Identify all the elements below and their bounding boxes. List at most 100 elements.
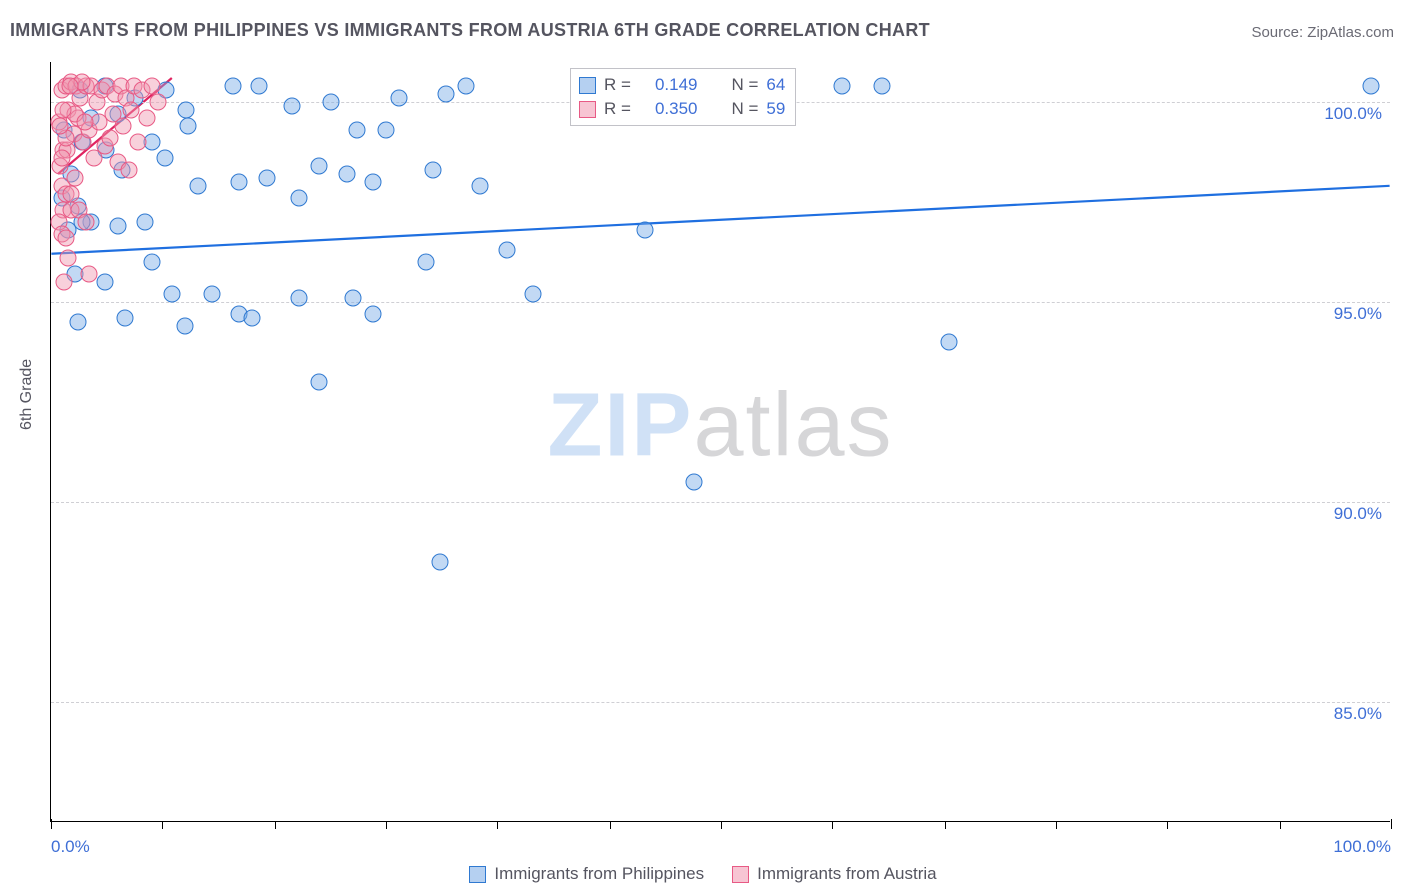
scatter-point <box>56 274 73 291</box>
scatter-point <box>63 186 80 203</box>
scatter-point <box>156 150 173 167</box>
x-tick <box>1167 821 1168 829</box>
scatter-point <box>150 94 167 111</box>
scatter-point <box>391 90 408 107</box>
scatter-point <box>143 254 160 271</box>
scatter-point <box>636 222 653 239</box>
scatter-point <box>179 118 196 135</box>
scatter-point <box>177 318 194 335</box>
x-tick <box>275 821 276 829</box>
gridline <box>51 502 1390 503</box>
scatter-point <box>431 554 448 571</box>
stats-legend: R =0.149N =64R =0.350N =59 <box>570 68 796 126</box>
scatter-point <box>686 474 703 491</box>
scatter-point <box>76 114 93 131</box>
scatter-point <box>163 286 180 303</box>
scatter-point <box>458 78 475 95</box>
scatter-point <box>284 98 301 115</box>
legend-row: R = 0.350 N = 59 <box>579 97 785 121</box>
y-tick-label: 90.0% <box>1334 504 1382 524</box>
scatter-point <box>244 310 261 327</box>
legend-r-label: R = <box>604 99 631 119</box>
scatter-point <box>69 314 86 331</box>
x-tick <box>610 821 611 829</box>
scatter-point <box>344 290 361 307</box>
x-tick <box>832 821 833 829</box>
scatter-point <box>115 118 132 135</box>
scatter-point <box>525 286 542 303</box>
scatter-point <box>52 118 69 135</box>
scatter-point <box>290 290 307 307</box>
x-tick-label: 100.0% <box>1333 837 1391 857</box>
scatter-point <box>77 214 94 231</box>
scatter-point <box>833 78 850 95</box>
legend-n-value: 59 <box>766 99 785 119</box>
scatter-point <box>53 150 70 167</box>
scatter-point <box>418 254 435 271</box>
y-tick-label: 95.0% <box>1334 304 1382 324</box>
legend-r-label: R = <box>604 75 631 95</box>
scatter-point <box>378 122 395 139</box>
scatter-point <box>1362 78 1379 95</box>
scatter-point <box>424 162 441 179</box>
watermark: ZIPatlas <box>547 375 893 478</box>
scatter-point <box>57 230 74 247</box>
x-tick <box>945 821 946 829</box>
scatter-point <box>139 110 156 127</box>
scatter-plot: ZIPatlas 85.0%90.0%95.0%100.0%0.0%100.0% <box>50 62 1390 822</box>
y-tick-label: 85.0% <box>1334 704 1382 724</box>
scatter-point <box>60 250 77 267</box>
scatter-point <box>55 102 72 119</box>
scatter-point <box>311 374 328 391</box>
scatter-point <box>61 78 78 95</box>
legend-label: Immigrants from Philippines <box>494 864 704 884</box>
trend-lines <box>51 62 1390 821</box>
x-tick <box>162 821 163 829</box>
scatter-point <box>123 102 140 119</box>
scatter-point <box>225 78 242 95</box>
scatter-point <box>178 102 195 119</box>
legend-row: R =0.149N =64 <box>579 73 785 97</box>
scatter-point <box>311 158 328 175</box>
x-tick <box>1280 821 1281 829</box>
scatter-point <box>471 178 488 195</box>
x-tick <box>51 819 52 829</box>
legend-r-value: 0.350 <box>655 99 698 119</box>
series-legend: Immigrants from Philippines Immigrants fr… <box>0 864 1406 884</box>
scatter-point <box>323 94 340 111</box>
scatter-point <box>67 170 84 187</box>
legend-item: Immigrants from Philippines <box>469 864 704 884</box>
legend-item: Immigrants from Austria <box>732 864 937 884</box>
scatter-point <box>110 218 127 235</box>
x-tick <box>1056 821 1057 829</box>
scatter-point <box>136 214 153 231</box>
scatter-point <box>290 190 307 207</box>
scatter-point <box>339 166 356 183</box>
legend-swatch <box>579 77 596 94</box>
watermark-zip: ZIP <box>547 376 693 476</box>
watermark-atlas: atlas <box>693 376 893 476</box>
x-tick <box>1391 819 1392 829</box>
legend-n-label: N = <box>731 99 758 119</box>
x-tick <box>386 821 387 829</box>
scatter-point <box>190 178 207 195</box>
legend-n-value: 64 <box>766 75 785 95</box>
scatter-point <box>116 310 133 327</box>
scatter-point <box>130 134 147 151</box>
source-label: Source: ZipAtlas.com <box>1251 24 1394 41</box>
legend-n-label: N = <box>731 75 758 95</box>
scatter-point <box>364 174 381 191</box>
y-tick-label: 100.0% <box>1324 104 1382 124</box>
scatter-point <box>348 122 365 139</box>
chart-title: IMMIGRANTS FROM PHILIPPINES VS IMMIGRANT… <box>10 20 930 41</box>
x-tick-label: 0.0% <box>51 837 90 857</box>
scatter-point <box>143 78 160 95</box>
scatter-point <box>96 274 113 291</box>
gridline <box>51 702 1390 703</box>
scatter-point <box>230 174 247 191</box>
trend-line <box>51 186 1389 254</box>
gridline <box>51 302 1390 303</box>
scatter-point <box>120 162 137 179</box>
scatter-point <box>203 286 220 303</box>
scatter-point <box>258 170 275 187</box>
